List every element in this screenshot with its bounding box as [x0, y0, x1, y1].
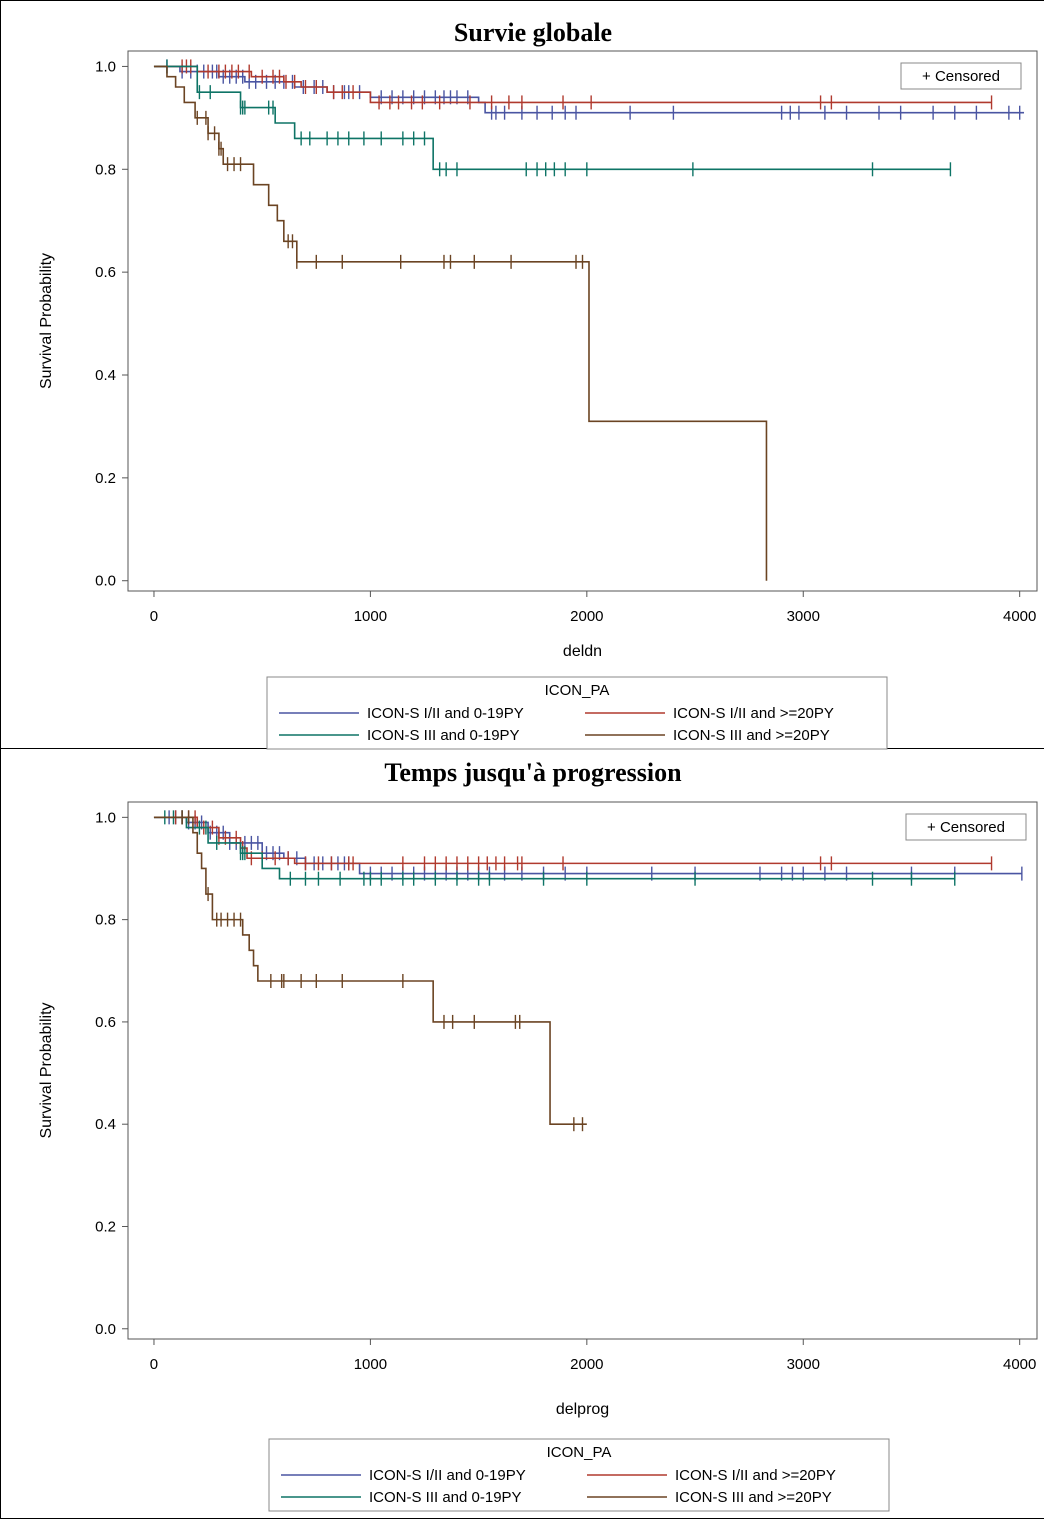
series-legend: ICON_PA ICON-S I/II and 0-19PY ICON-S I/II… [268, 1438, 890, 1512]
censored-legend-box [900, 62, 1022, 90]
x-tick-label: 0 [150, 608, 158, 625]
censored-legend: + Censored [905, 813, 1027, 841]
chart-title: Survie globale [454, 18, 612, 47]
y-tick-label: 1.0 [95, 58, 116, 75]
legend-label-1: ICON-S I/II and 0-19PY [367, 705, 524, 722]
x-tick-label: 3000 [787, 1356, 820, 1373]
km-curve-series-3 [153, 816, 955, 880]
y-tick-label: 1.0 [95, 809, 116, 826]
legend-label-2: ICON-S I/II and >=20PY [673, 705, 834, 722]
y-tick-label: 0.4 [95, 1116, 116, 1133]
y-tick-label: 0.4 [95, 367, 116, 384]
y-tick-label: 0.6 [95, 1014, 116, 1031]
y-tick-label: 0.8 [95, 161, 116, 178]
censored-legend-label: + Censored [927, 819, 1005, 836]
censored-legend-label: + Censored [922, 68, 1000, 85]
legend-label-3: ICON-S III and 0-19PY [367, 727, 520, 744]
legend-label-1: ICON-S I/II and 0-19PY [369, 1467, 526, 1484]
plot-area [127, 801, 1038, 1340]
chart-panel-progression: Temps jusqu'à progression 0.0 0.2 0.4 0.6 0.8… [0, 749, 1044, 1519]
y-axis-label: Survival Probability [38, 1002, 55, 1138]
plot-area [127, 50, 1038, 592]
y-tick-label: 0.2 [95, 470, 116, 487]
x-axis-label: deldn [563, 643, 602, 660]
series-legend-box [266, 676, 888, 750]
x-tick-label: 0 [150, 1356, 158, 1373]
y-tick-label: 0.0 [95, 573, 116, 590]
y-tick-label: 0.8 [95, 912, 116, 929]
chart-overall-survival: Survie globale 0.0 0.2 0.4 0.6 0.8 1.0 0 1000 200… [38, 18, 1038, 750]
y-tick-label: 0.2 [95, 1218, 116, 1235]
km-curve-series-4 [153, 816, 587, 1125]
y-tick-label: 0.6 [95, 264, 116, 281]
legend-label-3: ICON-S III and 0-19PY [369, 1489, 522, 1506]
censored-legend-box [905, 813, 1027, 841]
km-curve-series-3 [153, 65, 951, 171]
legend-label-4: ICON-S III and >=20PY [675, 1489, 832, 1506]
y-axis-label: Survival Probability [38, 253, 55, 389]
km-curve-series-1 [153, 65, 1025, 114]
y-tick-label: 0.0 [95, 1321, 116, 1338]
series-legend-title: ICON_PA [545, 682, 610, 699]
x-tick-label: 1000 [354, 608, 387, 625]
km-curve-series-4 [153, 65, 768, 581]
chart-title: Temps jusqu'à progression [384, 758, 682, 787]
legend-label-4: ICON-S III and >=20PY [673, 727, 830, 744]
x-tick-label: 2000 [570, 608, 603, 625]
x-tick-label: 1000 [354, 1356, 387, 1373]
chart-panel-overall-survival: Survie globale 0.0 0.2 0.4 0.6 0.8 1.0 0 1000 200… [0, 0, 1044, 750]
legend-label-2: ICON-S I/II and >=20PY [675, 1467, 836, 1484]
x-tick-label: 2000 [570, 1356, 603, 1373]
series-legend-title: ICON_PA [547, 1444, 612, 1461]
x-tick-label: 3000 [787, 608, 820, 625]
x-tick-label: 4000 [1003, 1356, 1036, 1373]
km-curve-series-2 [153, 65, 992, 104]
series-legend-box [268, 1438, 890, 1512]
series-legend: ICON_PA ICON-S I/II and 0-19PY ICON-S I/II… [266, 676, 888, 750]
x-tick-label: 4000 [1003, 608, 1036, 625]
km-curve-series-1 [153, 816, 1022, 875]
x-axis-label: delprog [556, 1401, 609, 1418]
chart-progression: Temps jusqu'à progression 0.0 0.2 0.4 0.6 0.8… [38, 758, 1038, 1512]
censored-legend: + Censored [900, 62, 1022, 90]
